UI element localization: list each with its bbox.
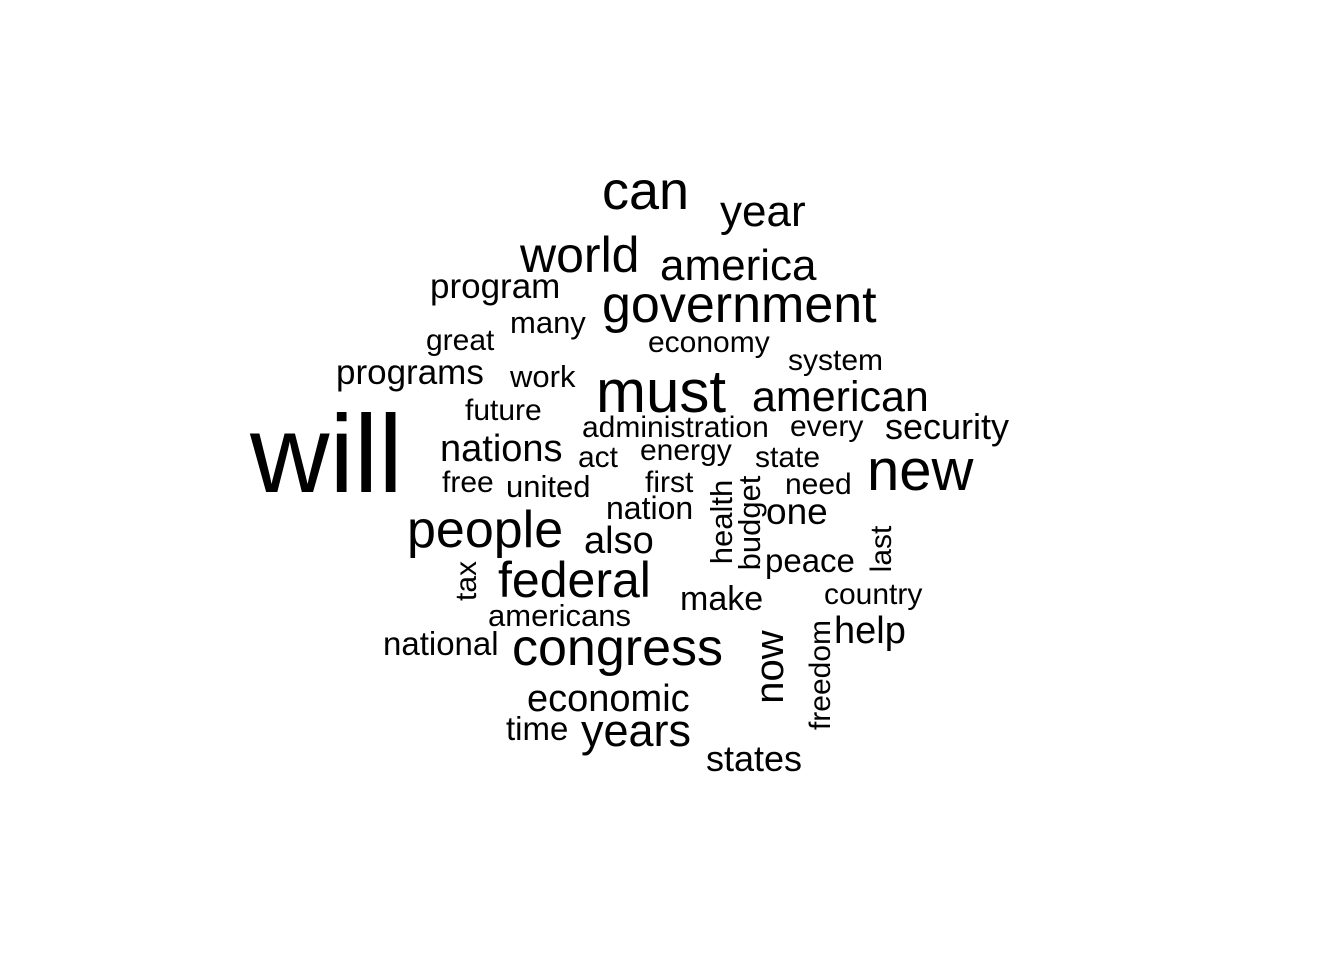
word-programs: programs (336, 353, 484, 392)
word-work: work (509, 359, 576, 394)
word-budget: budget (732, 475, 767, 570)
word-now: now (748, 630, 792, 703)
word-american: american (752, 373, 929, 421)
word-americans: americans (488, 598, 631, 633)
word-congress: congress (512, 619, 723, 677)
word-government: government (602, 276, 877, 334)
word-peace: peace (765, 542, 855, 579)
word-people: people (407, 501, 563, 559)
word-national: national (383, 625, 499, 662)
word-new: new (867, 438, 975, 503)
word-freedom: freedom (804, 620, 837, 730)
word-security: security (885, 406, 1009, 447)
word-need: need (785, 468, 852, 501)
word-act: act (578, 441, 619, 474)
word-also: also (584, 520, 654, 562)
word-health: health (704, 480, 739, 564)
word-year: year (720, 187, 806, 236)
word-economic: economic (527, 678, 690, 720)
word-great: great (426, 324, 495, 357)
word-united: united (506, 469, 590, 504)
word-state: state (755, 441, 820, 474)
word-economy: economy (648, 326, 770, 359)
word-nations: nations (440, 428, 563, 470)
word-can: can (602, 161, 689, 221)
word-many: many (510, 305, 586, 340)
word-nation: nation (606, 490, 693, 526)
word-states: states (706, 738, 802, 779)
word-last: last (865, 525, 898, 572)
word-time: time (506, 710, 568, 747)
word-make: make (680, 580, 763, 618)
word-years: years (581, 705, 691, 756)
word-must: must (596, 358, 726, 425)
word-one: one (766, 491, 828, 532)
word-federal: federal (498, 552, 651, 608)
word-tax: tax (450, 561, 483, 601)
word-will: will (249, 393, 403, 516)
word-every: every (790, 410, 863, 443)
word-country: country (824, 578, 922, 611)
word-energy: energy (640, 434, 732, 467)
word-cloud-words: willmustnewcancongresspeoplegovernmentwo… (249, 161, 1009, 779)
word-first: first (645, 466, 694, 499)
word-administration: administration (582, 411, 769, 444)
word-free: free (442, 466, 494, 499)
word-system: system (788, 344, 883, 377)
word-world: world (519, 227, 639, 283)
word-program: program (430, 267, 560, 306)
word-america: america (660, 241, 817, 290)
word-future: future (465, 394, 542, 427)
word-help: help (834, 610, 906, 652)
